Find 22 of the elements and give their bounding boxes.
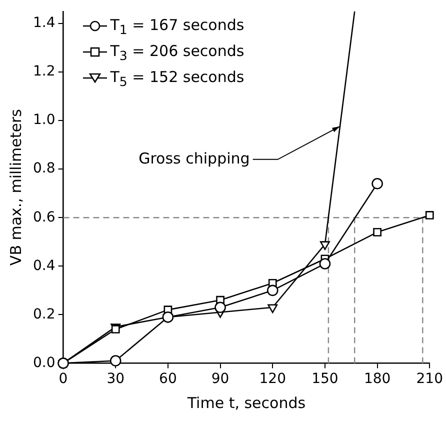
x-tick-label: 90 [211,371,230,388]
x-tick-label: 210 [416,371,444,388]
legend-label: T$_{1}$ = 167 seconds [110,16,244,37]
x-tick-label: 180 [364,371,391,388]
y-axis-title: VB max., millimeters [6,108,25,266]
x-tick-label: 30 [106,371,125,388]
y-tick-label: 1.0 [33,112,56,128]
x-axis-title: Time t, seconds [186,394,306,412]
annotation: Gross chipping [138,149,250,168]
y-tick-label: 0.6 [33,209,56,226]
y-tick-label: 1.2 [33,64,56,80]
y-tick-label: 0.2 [33,306,56,322]
y-tick-label: 0.4 [33,258,56,274]
y-tick-label: 0.8 [33,160,56,177]
legend-label: T$_{5}$ = 152 seconds [110,68,244,89]
y-tick-label: 0.0 [33,354,56,371]
x-tick-label: 120 [259,371,286,388]
x-tick-label: 0 [58,371,68,388]
x-tick-label: 150 [312,371,338,388]
x-tick-label: 60 [159,371,177,388]
y-tick-label: 1.4 [33,15,56,32]
legend-label: T$_{3}$ = 206 seconds [110,42,244,63]
